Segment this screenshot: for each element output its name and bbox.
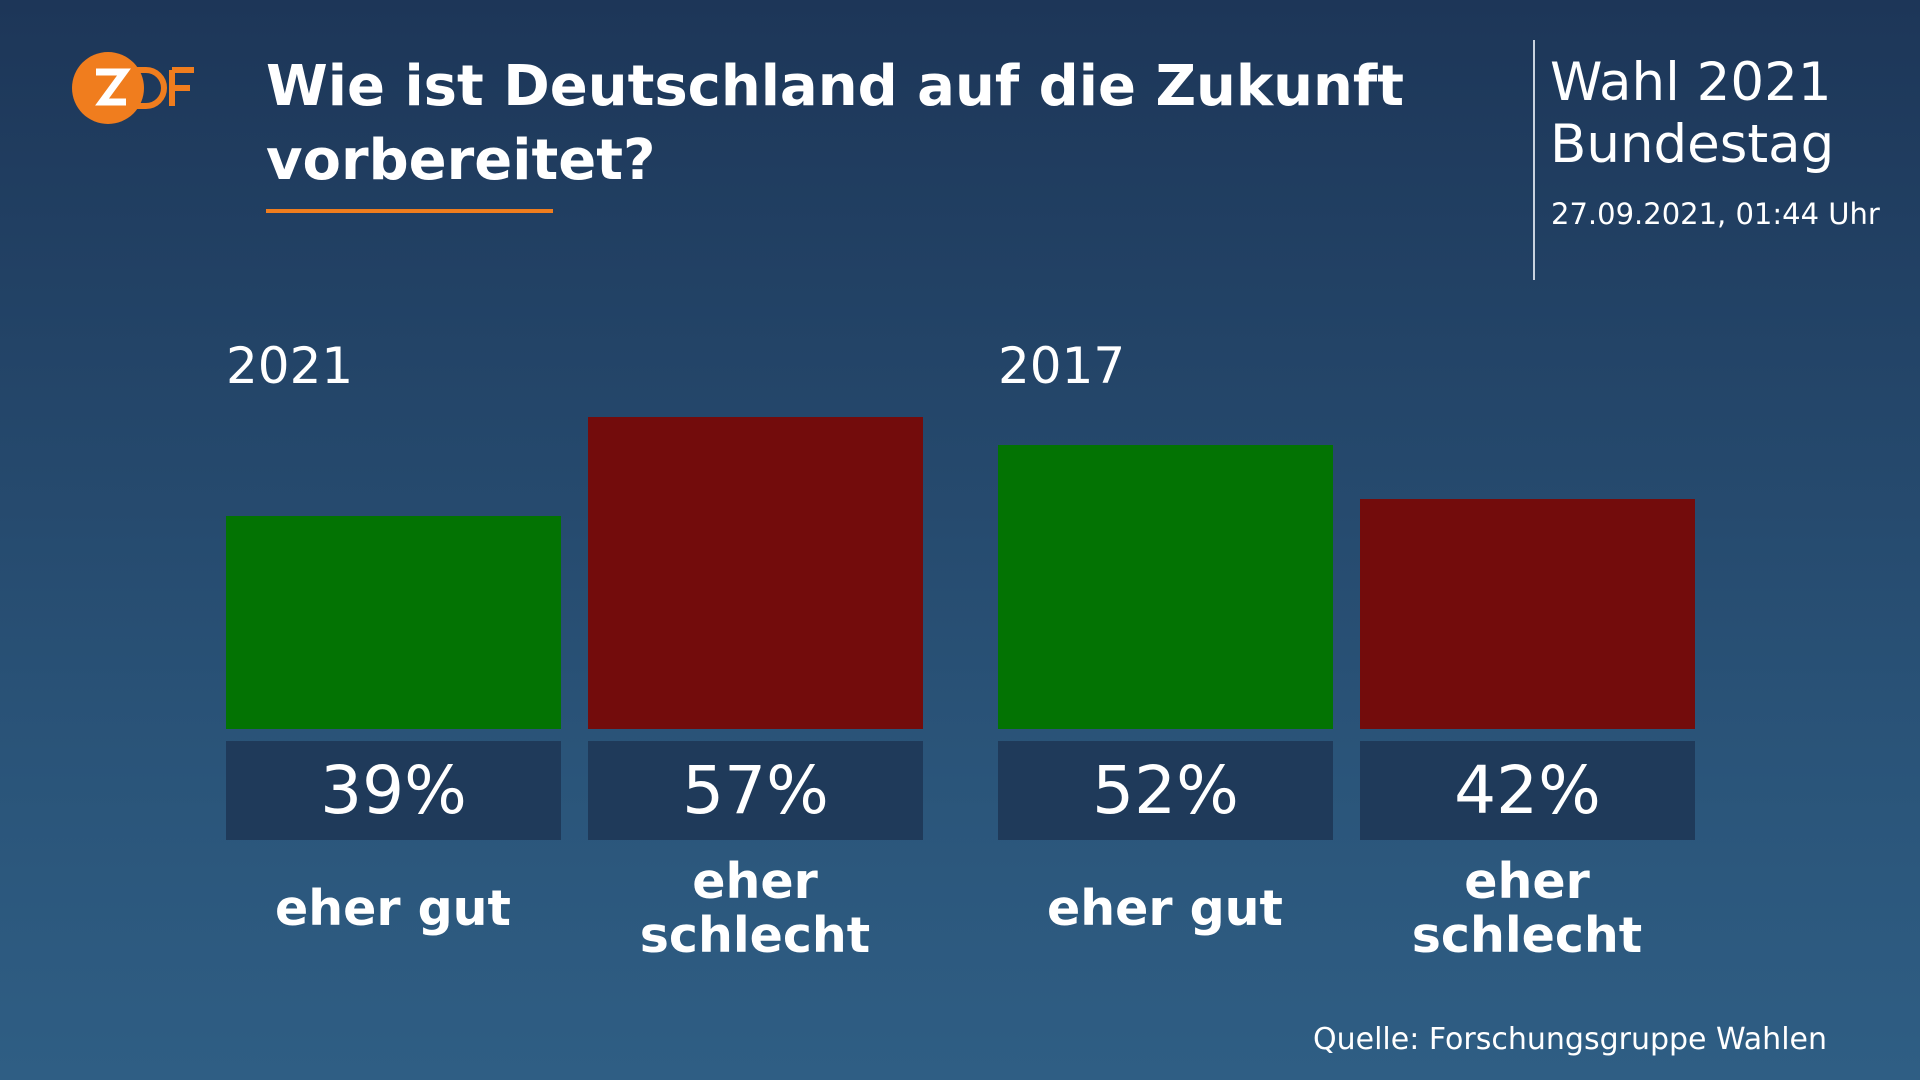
event: Wahl 2021 [1550,52,1832,113]
subtitle: Bundestag [1550,114,1835,175]
category-label: eher gut [1047,880,1283,937]
category-label: eher schlecht [639,853,871,964]
logo-mark [95,68,131,106]
value-label: 57% [588,741,923,840]
logo-mark [133,67,194,109]
category-label: eher schlecht [1411,853,1643,964]
title: Wie ist Deutschland auf die Zukunft vorb… [266,54,1405,193]
divider [1533,40,1535,280]
title-underline [266,209,553,213]
timestamp: 27.09.2021, 01:44 Uhr [1551,197,1880,231]
bar [1360,499,1695,729]
bar [998,444,1333,729]
value-label: 42% [1360,741,1695,840]
category-label: eher gut [275,880,511,937]
bar [226,515,561,729]
value-label: 39% [226,741,561,840]
group-title: 2017 [998,337,1126,395]
logo [72,52,194,124]
value-label: 52% [998,741,1333,840]
group-title: 2021 [226,337,354,395]
bar [588,417,923,729]
source: Quelle: Forschungsgruppe Wahlen [1313,1022,1827,1057]
